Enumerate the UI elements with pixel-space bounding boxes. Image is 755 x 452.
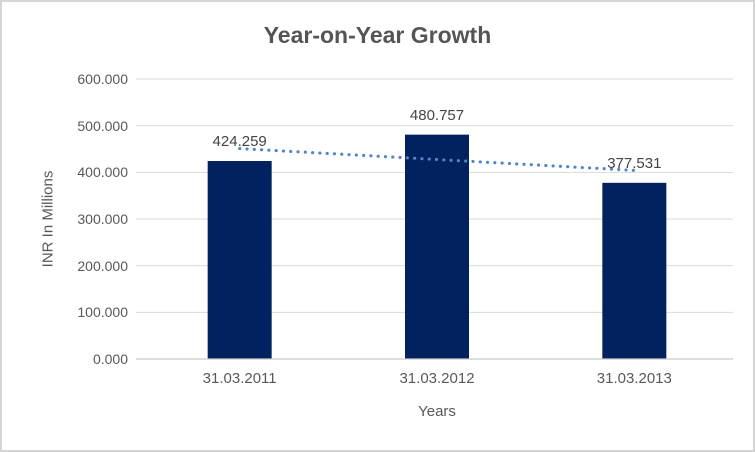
data-label: 424.259 — [212, 133, 267, 150]
x-tick-label: 31.03.2012 — [399, 370, 475, 387]
x-tick-label: 31.03.2011 — [202, 370, 277, 387]
bar-31.03.2012 — [405, 134, 469, 359]
y-tick-label: 100.000 — [77, 304, 128, 321]
trendline — [238, 147, 636, 172]
y-tick-label: 0.000 — [92, 351, 128, 367]
data-label: 480.757 — [409, 106, 465, 124]
y-tick-label: 600.000 — [77, 71, 128, 87]
y-tick-label: 200.000 — [77, 257, 128, 274]
data-label: 377.531 — [607, 154, 662, 172]
x-axis-title: Years — [418, 403, 456, 420]
x-tick-label: 31.03.2013 — [596, 370, 672, 387]
bar-31.03.2011 — [207, 161, 272, 359]
y-tick-label: 400.000 — [77, 164, 128, 181]
y-tick-label: 500.000 — [77, 117, 128, 134]
chart-title: Year-on-Year Growth — [263, 22, 492, 48]
y-tick-label: 300.000 — [77, 211, 128, 227]
bar-31.03.2013 — [602, 182, 667, 359]
